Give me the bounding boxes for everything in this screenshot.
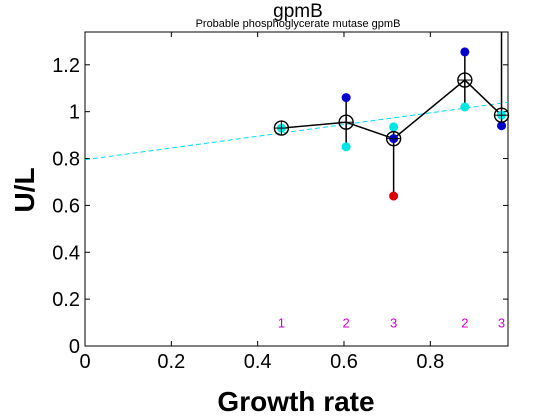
data-point-blue: [341, 93, 351, 103]
chart-title: gpmB: [273, 1, 323, 22]
y-tick-label: 0.2: [52, 289, 80, 311]
x-axis-title: Growth rate: [217, 386, 374, 417]
data-point-cyan: [341, 142, 351, 152]
plot-layer: 0 0.2 0.4 0.6 0.8 0 0.2 0.4 0.6 0.8 1 1.2 1 2 3 2 3: [52, 31, 510, 373]
y-tick-label: 0: [69, 336, 80, 358]
plot-frame: [84, 31, 509, 347]
y-tick-label: 0.4: [52, 242, 80, 264]
y-tick-label: 1: [69, 102, 80, 124]
count-label: 2: [461, 316, 468, 331]
mean-marker: [385, 130, 402, 147]
data-point-blue: [460, 47, 470, 57]
mean-marker: [493, 107, 510, 123]
fit-line: [84, 101, 509, 161]
count-label: 3: [498, 316, 505, 331]
data-point-cyan: [389, 122, 399, 132]
x-tick-label: 0.6: [330, 351, 358, 373]
data-point-blue: [497, 121, 507, 131]
mean-marker: [338, 114, 354, 130]
x-tick-label: 0.4: [244, 351, 272, 373]
count-label: 3: [390, 316, 397, 331]
chart-subtitle: Probable phosphoglycerate mutase gpmB: [196, 18, 401, 30]
y-tick-label: 0.6: [52, 195, 80, 217]
y-tick-label: 1.2: [52, 55, 80, 77]
x-tick-label: 0.8: [416, 351, 444, 373]
mean-marker: [273, 120, 290, 136]
count-label: 1: [278, 316, 285, 331]
count-label: 2: [343, 316, 350, 331]
data-point-cyan: [460, 102, 470, 112]
data-point-red: [389, 191, 399, 201]
x-tick-label: 0: [79, 351, 90, 373]
mean-marker: [457, 72, 473, 88]
y-tick-label: 0.8: [52, 149, 80, 171]
y-axis-title: U/L: [9, 167, 40, 212]
x-tick-label: 0.2: [157, 351, 185, 373]
